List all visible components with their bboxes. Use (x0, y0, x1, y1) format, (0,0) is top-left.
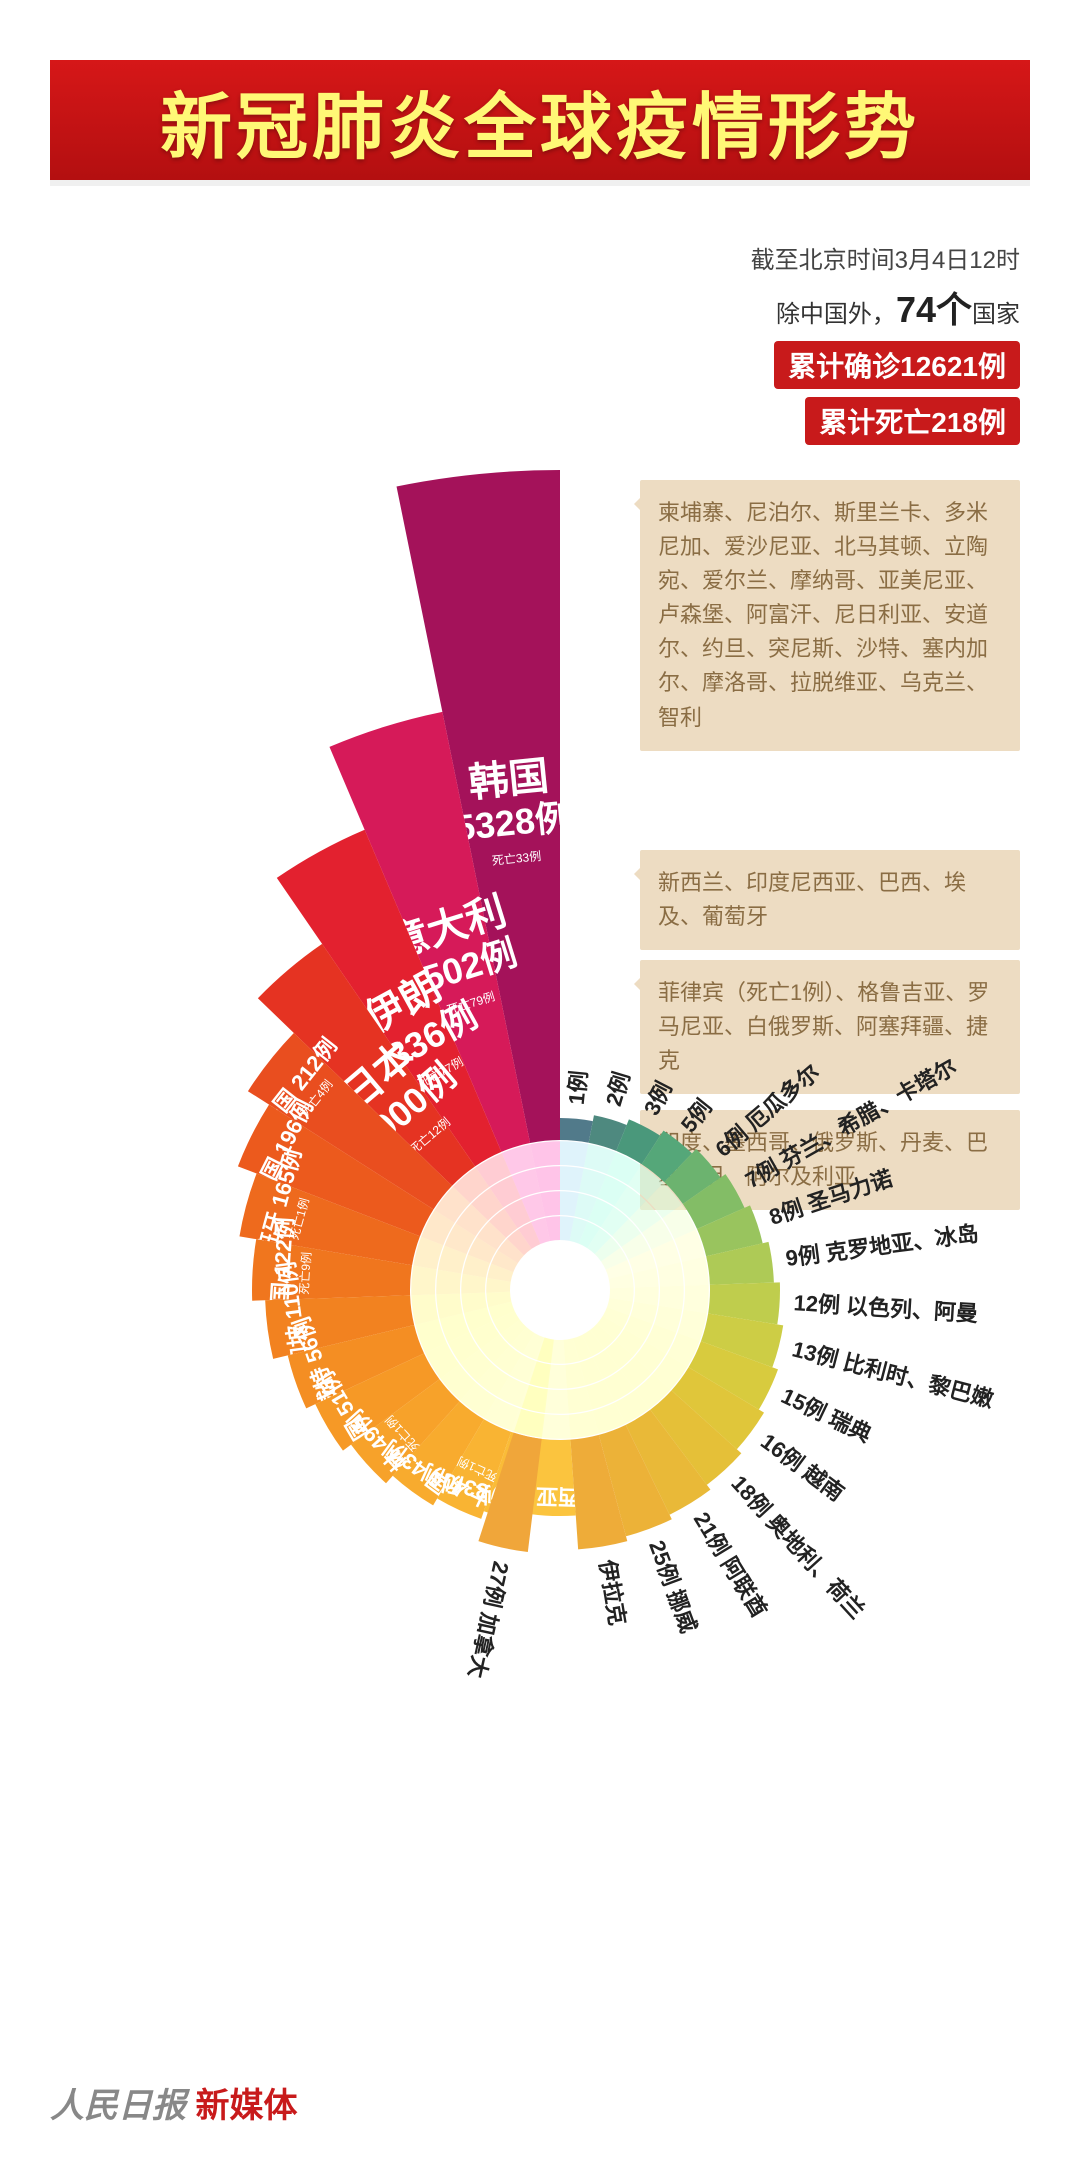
polar-chart-svg: 韩国5328例死亡33例意大利2502例死亡79例伊朗2336例死亡77例日本1… (0, 220, 1080, 1970)
page-title: 新冠肺炎全球疫情形势 (160, 68, 920, 173)
chart-area: 韩国5328例死亡33例意大利2502例死亡79例伊朗2336例死亡77例日本1… (0, 220, 1080, 1970)
svg-text:21例 阿联酋: 21例 阿联酋 (689, 1508, 772, 1622)
svg-text:16例 越南: 16例 越南 (756, 1428, 849, 1506)
svg-text:9例 克罗地亚、冰岛: 9例 克罗地亚、冰岛 (784, 1221, 980, 1271)
svg-text:伊拉克: 伊拉克 (594, 1557, 630, 1627)
svg-text:12例 以色列、阿曼: 12例 以色列、阿曼 (793, 1290, 979, 1326)
svg-text:15例 瑞典: 15例 瑞典 (777, 1383, 875, 1447)
svg-text:3例: 3例 (639, 1077, 677, 1119)
footer-logo: 人民日报 新媒体 (50, 2078, 297, 2127)
svg-text:7例 芬兰、希腊、卡塔尔: 7例 芬兰、希腊、卡塔尔 (741, 1054, 961, 1193)
svg-text:5例: 5例 (676, 1095, 717, 1137)
svg-text:2例: 2例 (601, 1069, 635, 1109)
title-bar: 新冠肺炎全球疫情形势 (50, 60, 1030, 180)
svg-text:25例 挪威: 25例 挪威 (644, 1537, 701, 1636)
wedge-right-0 (560, 1118, 593, 1143)
svg-text:1例: 1例 (564, 1069, 592, 1105)
svg-text:韩国: 韩国 (467, 754, 551, 806)
svg-text:8例 圣马力诺: 8例 圣马力诺 (766, 1165, 896, 1229)
svg-text:27例 加拿大: 27例 加拿大 (464, 1559, 514, 1680)
